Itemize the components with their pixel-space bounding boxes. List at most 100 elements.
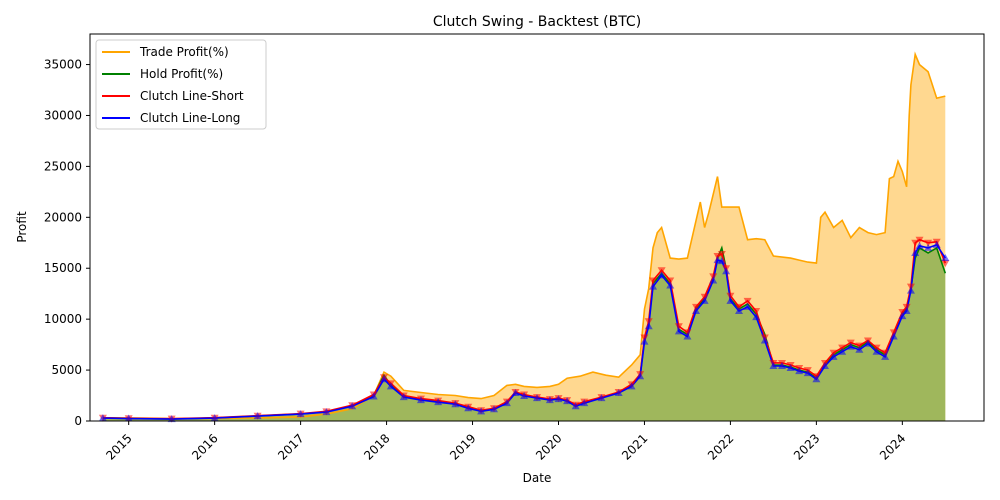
long-signal-marker <box>932 240 941 248</box>
short-signal-marker <box>666 277 675 285</box>
legend-box <box>95 39 267 130</box>
x-axis-label: Date <box>523 471 552 485</box>
short-signal-marker <box>911 239 920 247</box>
long-signal-marker <box>520 392 529 400</box>
long-signal-marker <box>752 313 761 321</box>
long-signal-marker <box>490 405 499 413</box>
long-signal-marker <box>803 369 812 377</box>
long-signal-marker <box>726 296 735 304</box>
long-signal-marker <box>700 296 709 304</box>
trade-profit-line <box>102 51 946 420</box>
short-signal-marker <box>674 323 683 331</box>
short-signal-marker <box>644 318 653 326</box>
legend-entry-long: Clutch Line-Long <box>140 111 240 125</box>
long-signal-marker <box>777 362 786 370</box>
long-signal-marker <box>915 241 924 249</box>
chart-title: Clutch Swing - Backtest (BTC) <box>433 14 641 30</box>
long-signal-marker <box>597 394 606 402</box>
short-signal-marker <box>941 260 950 268</box>
long-signal-marker <box>666 281 675 289</box>
y-tick-label: 15000 <box>44 261 82 275</box>
long-signal-marker <box>348 402 357 410</box>
legend: Trade Profit(%) Hold Profit(%) Clutch Li… <box>95 39 267 130</box>
long-signal-marker <box>906 286 915 294</box>
short-signal-marker <box>649 277 658 285</box>
long-signal-marker <box>545 396 554 404</box>
legend-entry-hold: Hold Profit(%) <box>140 67 223 81</box>
long-signal-marker <box>889 332 898 340</box>
y-tick-label: 0 <box>74 414 82 428</box>
short-signal-marker <box>743 297 752 305</box>
x-axis: 2015 2016 2017 2018 2019 2020 2021 2022 2023 2024 <box>103 421 908 463</box>
x-tick-label: 2023 <box>791 431 822 462</box>
long-signal-marker <box>554 395 563 403</box>
long-signal-marker <box>502 399 511 407</box>
y-axis-label: Profit <box>15 211 29 243</box>
x-tick-label: 2019 <box>447 431 478 462</box>
long-signal-marker <box>829 352 838 360</box>
long-signal-marker <box>863 339 872 347</box>
y-tick-label: 10000 <box>44 312 82 326</box>
long-signal-marker <box>253 412 262 420</box>
long-signal-marker <box>563 397 572 405</box>
x-tick-label: 2018 <box>361 431 392 462</box>
long-signal-marker <box>709 276 718 284</box>
long-signal-marker <box>743 302 752 310</box>
short-signal-marker <box>717 250 726 258</box>
long-signal-marker <box>911 248 920 256</box>
long-signal-marker <box>296 410 305 418</box>
y-tick-label: 30000 <box>44 108 82 122</box>
long-signal-marker <box>580 399 589 407</box>
long-signal-marker <box>451 400 460 408</box>
long-signal-marker <box>434 398 443 406</box>
long-signal-marker <box>692 307 701 315</box>
long-signal-marker <box>941 254 950 262</box>
short-signal-marker <box>915 236 924 244</box>
long-signal-marker <box>571 402 580 410</box>
long-signal-marker <box>649 282 658 290</box>
long-signal-marker <box>683 332 692 340</box>
long-signal-marker <box>786 364 795 372</box>
long-signal-marker <box>717 257 726 265</box>
long-signal-marker <box>924 243 933 251</box>
long-signal-marker <box>416 396 425 404</box>
long-signal-marker <box>322 408 331 416</box>
y-tick-label: 25000 <box>44 159 82 173</box>
long-signal-marker <box>379 375 388 383</box>
long-signal-marker <box>838 347 847 355</box>
x-tick-label: 2016 <box>189 431 220 462</box>
short-signal-marker <box>924 239 933 247</box>
long-signal-marker <box>855 345 864 353</box>
short-signal-marker <box>752 308 761 316</box>
long-signal-marker <box>399 393 408 401</box>
long-signal-marker <box>614 388 623 396</box>
long-signal-marker <box>511 388 520 396</box>
long-signal-marker <box>881 352 890 360</box>
plot-area <box>98 51 950 423</box>
legend-entry-trade: Trade Profit(%) <box>139 45 229 59</box>
long-signal-marker <box>872 347 881 355</box>
long-signal-marker <box>902 307 911 315</box>
long-signal-marker <box>636 372 645 380</box>
long-signal-marker <box>167 415 176 423</box>
long-signal-marker <box>795 367 804 375</box>
long-signal-marker <box>812 375 821 383</box>
long-signal-marker <box>644 322 653 330</box>
long-signal-marker <box>533 394 541 402</box>
long-signal-marker <box>820 362 829 370</box>
y-tick-label: 5000 <box>51 363 82 377</box>
x-tick-label: 2015 <box>103 431 134 462</box>
long-signal-marker <box>477 407 486 415</box>
y-tick-label: 35000 <box>44 58 82 72</box>
long-signal-marker <box>769 362 778 370</box>
long-signal-marker <box>722 267 731 275</box>
long-signal-marker <box>386 382 395 390</box>
long-signal-marker <box>210 414 219 422</box>
x-tick-label: 2021 <box>619 431 650 462</box>
short-signal-marker <box>657 267 666 275</box>
y-axis: 0 5000 10000 15000 20000 25000 30000 35000 <box>44 58 90 428</box>
long-signal-marker <box>674 327 683 335</box>
legend-entry-short: Clutch Line-Short <box>140 89 244 103</box>
long-signal-marker <box>760 336 769 344</box>
